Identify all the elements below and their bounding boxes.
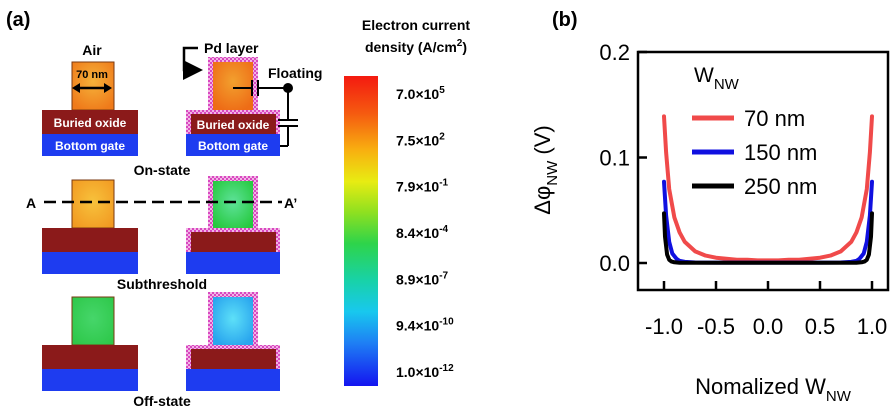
legend-title: WNW	[694, 64, 740, 93]
panel-b-label: (b)	[552, 9, 578, 31]
colorbar-tick-label: 9.4×10-10	[396, 317, 454, 334]
colorbar-tick-label: 8.4×10-4	[396, 224, 449, 241]
y-tick-label: 0.2	[599, 40, 630, 65]
plot-frame	[636, 50, 890, 292]
bottom-gate-label-1: Bottom gate	[55, 139, 125, 153]
x-tick-label: 0.0	[753, 314, 784, 339]
bottom-gate-label-2: Bottom gate	[198, 139, 268, 153]
device-off-pd	[186, 292, 280, 391]
colorbar-title-line1: Electron current	[362, 17, 470, 33]
subthreshold-label: Subthreshold	[117, 276, 207, 292]
y-tick-label: 0.1	[599, 146, 630, 171]
device-sub-air	[42, 179, 138, 274]
colorbar: Electron current density (A/cm2) 7.0×105…	[344, 17, 470, 386]
series-line-1	[662, 114, 874, 263]
y-axis-label: ΔφNW (V)	[530, 125, 561, 214]
legend-label: 250 nm	[744, 174, 817, 199]
colorbar-ticks: 7.0×105 7.5×102 7.9×10-1 8.4×10-4 8.9×10-7 9.…	[396, 85, 454, 380]
x-tick-label: -1.0	[645, 314, 683, 339]
y-tick-label: 0.0	[599, 251, 630, 276]
air-label: Air	[82, 42, 102, 58]
device-off-air	[42, 296, 138, 391]
colorbar-title-line2: density (A/cm2)	[365, 38, 467, 55]
buried-oxide-label-2: Buried oxide	[197, 118, 270, 132]
colorbar-tick-label: 7.5×102	[396, 131, 445, 148]
colorbar-tick-label: 1.0×10-12	[396, 363, 454, 380]
legend-label: 70 nm	[744, 106, 805, 131]
cut-a2-label: A’	[284, 195, 297, 211]
buried-oxide-label-1: Buried oxide	[54, 116, 127, 130]
floating-label: Floating	[268, 65, 322, 81]
colorbar-tick-label: 7.0×105	[396, 85, 445, 102]
colorbar-tick-label: 8.9×10-7	[396, 270, 449, 287]
pd-layer-label: Pd layer	[204, 40, 259, 56]
off-state-label: Off-state	[133, 393, 191, 409]
device-sub-pd	[186, 176, 280, 274]
colorbar-tick-label: 7.9×10-1	[396, 178, 449, 195]
width-label: 70 nm	[76, 69, 108, 81]
device-on-pd: Buried oxide Bottom gate Pd layer Floati…	[182, 40, 322, 156]
on-state-label: On-state	[134, 162, 191, 178]
line-chart: -1.0 -0.5 0.0 0.5 1.0 0.0 0.1 0.2 Nomalized WNW Δ…	[530, 40, 890, 405]
device-on-air: Air Buried oxide Bottom gate 70 nm	[42, 42, 138, 156]
x-tick-label: 0.5	[805, 314, 836, 339]
panel-a-label: (a)	[6, 9, 30, 31]
x-tick-label: -0.5	[697, 314, 735, 339]
legend-label: 150 nm	[744, 140, 817, 165]
x-tick-label: 1.0	[857, 314, 888, 339]
x-axis-label: Nomalized WNW	[695, 374, 852, 405]
series-line-3	[662, 211, 874, 265]
cut-a-label: A	[26, 195, 36, 211]
